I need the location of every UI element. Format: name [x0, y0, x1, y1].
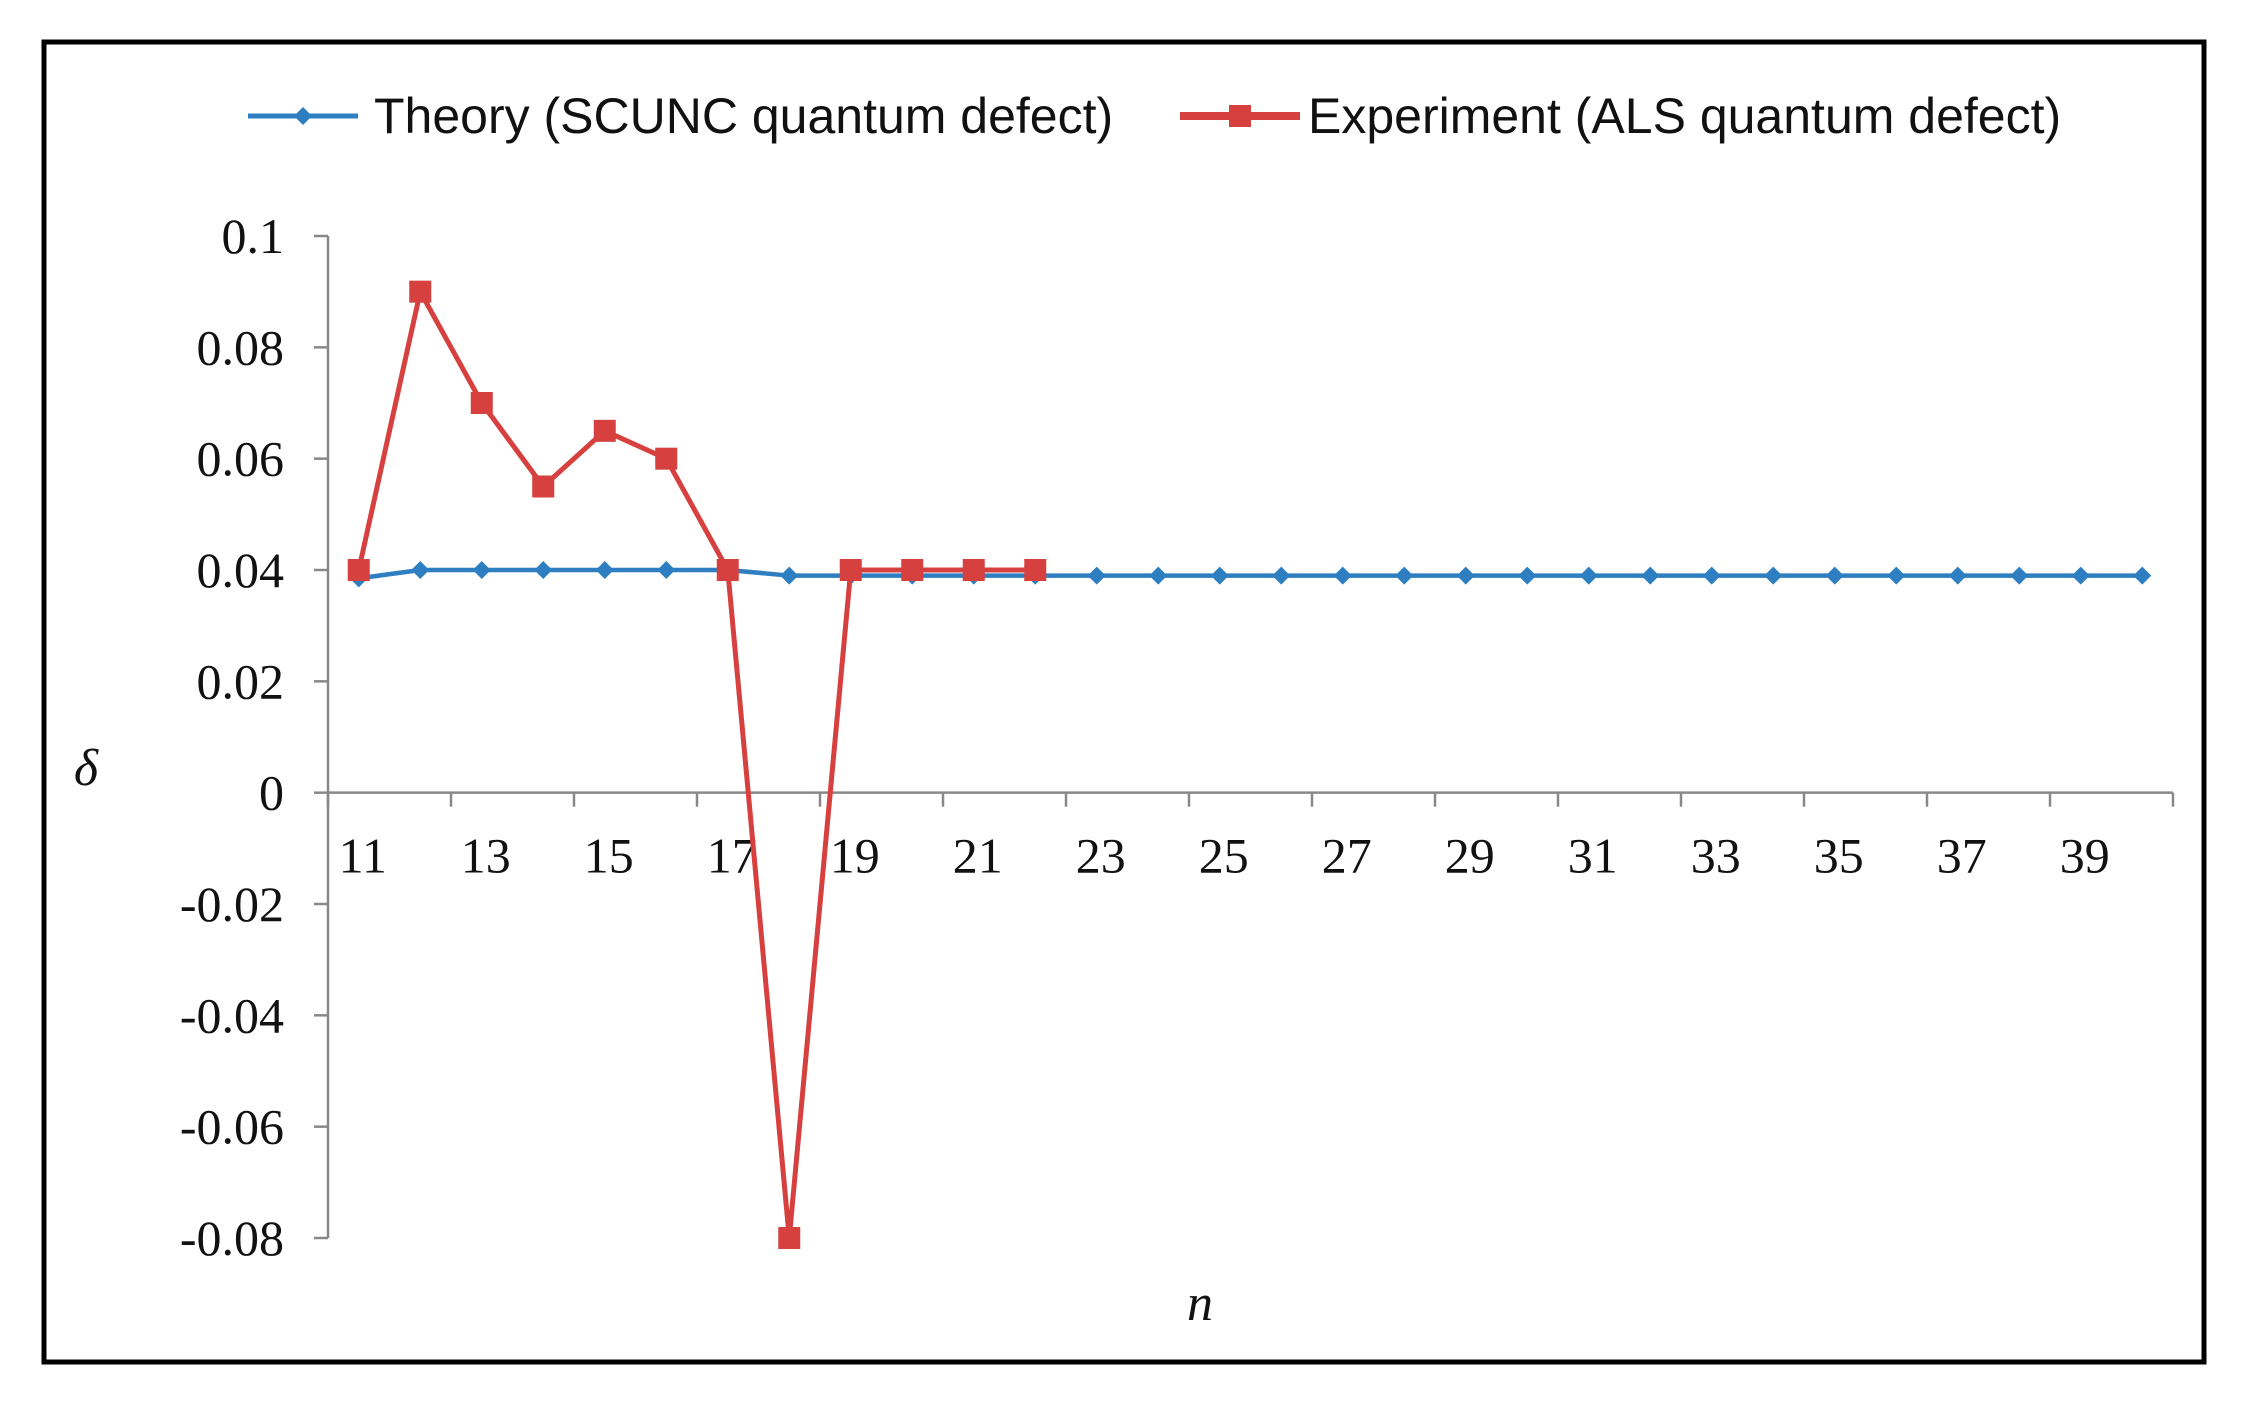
axes — [326, 236, 2173, 1238]
data-point — [534, 561, 553, 579]
data-point — [1024, 559, 1047, 581]
x-tick-label: 35 — [1814, 828, 1864, 884]
data-point — [1825, 566, 1844, 585]
legend-label-theory: Theory (SCUNC quantum defect) — [374, 88, 1113, 144]
data-point — [2133, 566, 2152, 585]
data-point — [839, 559, 862, 581]
x-tick-label: 15 — [584, 828, 634, 884]
x-tick-label: 31 — [1568, 828, 1618, 884]
legend-marker-experiment — [1229, 105, 1251, 127]
data-point — [1456, 566, 1475, 585]
data-point — [1210, 566, 1229, 585]
data-point — [655, 447, 678, 470]
y-tick-label: 0.08 — [197, 319, 285, 375]
data-point — [901, 559, 924, 581]
x-tick-label: 11 — [339, 828, 387, 884]
data-point — [778, 1227, 801, 1249]
x-tick-label: 37 — [1937, 828, 1987, 884]
y-tick-label: -0.04 — [180, 987, 284, 1043]
x-tick-label: 13 — [461, 828, 511, 884]
x-ticks: 11 13 15 17 19 21 23 25 27 29 31 33 35 37 39 — [326, 792, 2175, 884]
x-tick-label: 23 — [1076, 828, 1126, 884]
y-axis-title: δ — [74, 740, 99, 797]
data-point — [1948, 566, 1967, 585]
data-point — [2010, 566, 2029, 585]
y-tick-label: 0 — [259, 765, 284, 821]
data-point — [1702, 566, 1721, 585]
y-tick-label: -0.06 — [180, 1099, 284, 1155]
legend-marker-theory — [294, 107, 312, 125]
data-point — [1087, 566, 1106, 585]
data-point — [593, 419, 616, 442]
x-tick-label: 29 — [1445, 828, 1495, 884]
series-experiment — [347, 280, 1047, 1249]
data-point — [1641, 566, 1660, 585]
data-point — [470, 392, 493, 414]
legend: Theory (SCUNC quantum defect) Experiment… — [248, 88, 2061, 144]
legend-label-experiment: Experiment (ALS quantum defect) — [1308, 88, 2061, 144]
x-tick-label: 27 — [1322, 828, 1372, 884]
data-point — [595, 561, 614, 579]
data-point — [1149, 566, 1168, 585]
series-line — [358, 567, 2143, 581]
x-tick-label: 25 — [1199, 828, 1249, 884]
data-point — [1333, 566, 1352, 585]
y-tick-label: 0.1 — [222, 208, 285, 264]
data-point — [1764, 566, 1783, 585]
x-tick-label: 19 — [830, 828, 880, 884]
x-tick-label: 33 — [1691, 828, 1741, 884]
data-point — [1395, 566, 1414, 585]
data-point — [1579, 566, 1598, 585]
y-ticks: -0.08 -0.06 -0.04 -0.02 0 0.02 0.04 0.06 0.08 0.1 — [180, 208, 328, 1266]
data-point — [780, 566, 799, 585]
data-point — [472, 561, 491, 579]
x-tick-label: 21 — [953, 828, 1003, 884]
x-tick-label: 17 — [707, 828, 757, 884]
data-point — [532, 475, 555, 498]
data-point — [411, 561, 430, 579]
x-tick-label: 39 — [2060, 828, 2110, 884]
data-point — [409, 280, 432, 303]
data-point — [1518, 566, 1537, 585]
y-tick-label: -0.02 — [180, 876, 284, 932]
data-point — [347, 559, 370, 581]
y-tick-label: 0.06 — [197, 431, 285, 487]
data-point — [1272, 566, 1291, 585]
data-point — [716, 559, 739, 581]
y-tick-label: 0.04 — [197, 542, 285, 598]
data-point — [2071, 566, 2090, 585]
series-theory — [349, 561, 2152, 588]
data-point — [657, 561, 676, 579]
legend-item-theory: Theory (SCUNC quantum defect) — [248, 88, 1113, 144]
x-axis-title: n — [1187, 1275, 1213, 1332]
y-tick-label: -0.08 — [180, 1210, 284, 1266]
chart-frame — [41, 39, 2207, 1365]
data-point — [1887, 566, 1906, 585]
series-layer — [347, 280, 2152, 1249]
y-tick-label: 0.02 — [197, 653, 285, 709]
legend-item-experiment: Experiment (ALS quantum defect) — [1180, 88, 2061, 144]
data-point — [962, 559, 985, 581]
